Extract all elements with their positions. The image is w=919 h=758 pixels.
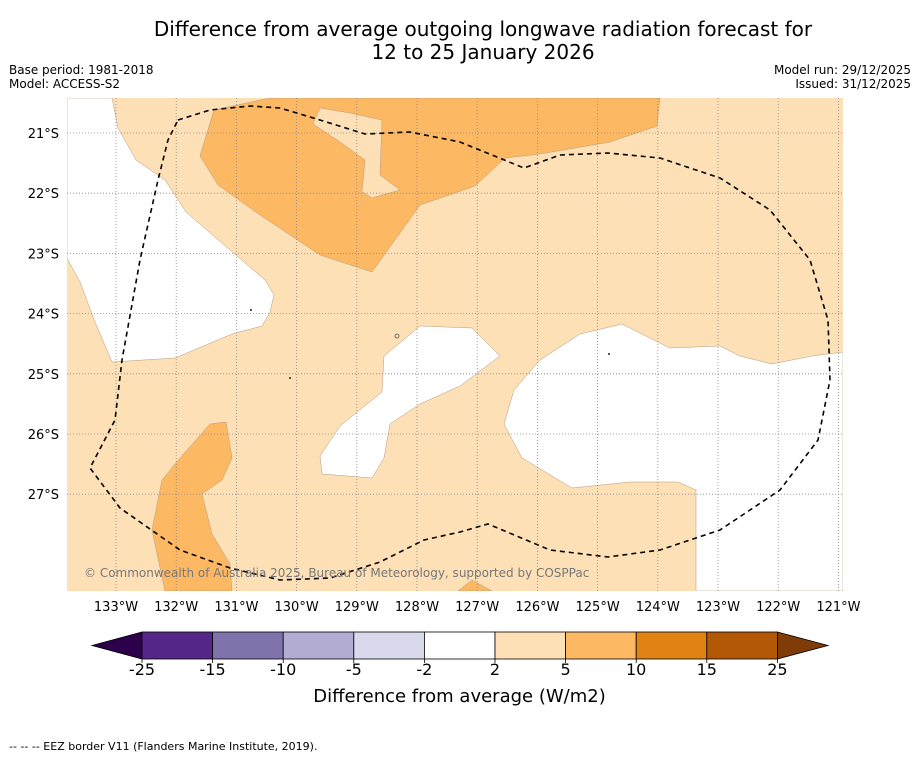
chart-title: Difference from average outgoing longwav… bbox=[0, 18, 919, 64]
colorbar-tick-label: -25 bbox=[128, 660, 156, 679]
isolated-dot bbox=[250, 309, 252, 311]
colorbar-bin bbox=[423, 631, 496, 660]
neutral-region-east bbox=[503, 323, 843, 591]
longitude-label: 130°W bbox=[275, 600, 319, 615]
model-name: Model: ACCESS-S2 bbox=[9, 77, 121, 91]
latitude-label: 27°S bbox=[28, 488, 59, 503]
model-run: Model run: 29/12/2025 bbox=[773, 63, 911, 77]
colorbar bbox=[90, 631, 830, 663]
longitude-label: 123°W bbox=[696, 600, 740, 615]
map-area: © Commonwealth of Australia 2025, Bureau… bbox=[67, 98, 843, 591]
colorbar-bin bbox=[494, 631, 566, 660]
colorbar-tick-label: 25 bbox=[767, 660, 788, 679]
meta-left: Base period: 1981-2018 Model: ACCESS-S2 bbox=[9, 63, 154, 91]
colorbar-tick-label: -2 bbox=[416, 660, 433, 679]
title-line-2: 12 to 25 January 2026 bbox=[371, 40, 595, 64]
latitude-label: 24°S bbox=[28, 308, 59, 323]
eez-border bbox=[89, 105, 831, 581]
base-period: Base period: 1981-2018 bbox=[9, 63, 154, 77]
colorbar-bin bbox=[565, 631, 637, 660]
colorbar-tick-label: 5 bbox=[560, 660, 571, 679]
colorbar-bin bbox=[141, 631, 213, 660]
latitude-label: 23°S bbox=[28, 247, 59, 262]
longitude-label: 126°W bbox=[515, 600, 559, 615]
colorbar-extend-low bbox=[90, 631, 143, 660]
colorbar-tick-label: -10 bbox=[270, 660, 297, 679]
longitude-label: 122°W bbox=[756, 600, 800, 615]
longitude-labels: 133°W 132°W 131°W 130°W 129°W 128°W 127°W 126°W… bbox=[94, 600, 861, 615]
issued-date: Issued: 31/12/2025 bbox=[795, 77, 911, 91]
colorbar-tick-label: -5 bbox=[345, 660, 362, 679]
colorbar-extend-high bbox=[777, 631, 830, 660]
longitude-label: 133°W bbox=[94, 600, 138, 615]
anomaly-region-medium-south bbox=[457, 579, 493, 591]
colorbar-tick-label: 10 bbox=[626, 660, 647, 679]
colorbar-tick-label: 2 bbox=[489, 660, 501, 679]
longitude-label: 129°W bbox=[335, 600, 379, 615]
anomaly-region-medium-southwest bbox=[151, 421, 233, 591]
longitude-label: 128°W bbox=[395, 600, 439, 615]
colorbar-bin bbox=[635, 631, 708, 660]
latitude-label: 26°S bbox=[28, 428, 59, 443]
colorbar-bin bbox=[353, 631, 425, 660]
longitude-label: 121°W bbox=[816, 600, 860, 615]
neutral-region-center bbox=[319, 325, 501, 479]
colorbar-title: Difference from average (W/m2) bbox=[313, 686, 606, 707]
colorbar-bin bbox=[706, 631, 778, 660]
colorbar-bin bbox=[212, 631, 284, 660]
longitude-label: 124°W bbox=[636, 600, 680, 615]
latitude-label: 25°S bbox=[28, 368, 59, 383]
eez-footnote: -- -- -- EEZ border V11 (Flanders Marine… bbox=[9, 740, 318, 753]
title-line-1: Difference from average outgoing longwav… bbox=[153, 17, 813, 41]
isolated-dot bbox=[289, 377, 291, 379]
isolated-dot bbox=[394, 333, 400, 339]
isolated-dot bbox=[608, 353, 610, 355]
longitude-label: 125°W bbox=[576, 600, 620, 615]
latitude-labels: 21°S 22°S 23°S 24°S 25°S 26°S 27°S bbox=[28, 127, 59, 503]
longitude-label: 132°W bbox=[154, 600, 198, 615]
copyright-text: © Commonwealth of Australia 2025, Bureau… bbox=[84, 566, 589, 580]
colorbar-tick-label: 15 bbox=[696, 660, 717, 679]
neutral-region-northwest bbox=[67, 98, 275, 363]
latitude-label: 22°S bbox=[28, 187, 59, 202]
longitude-label: 131°W bbox=[214, 600, 258, 615]
anomaly-region-medium-north bbox=[199, 98, 661, 273]
longitude-label: 127°W bbox=[455, 600, 499, 615]
gridlines bbox=[67, 98, 843, 591]
latitude-label: 21°S bbox=[28, 127, 59, 142]
colorbar-tick-label: -15 bbox=[199, 660, 226, 679]
colorbar-bin bbox=[282, 631, 355, 660]
meta-right: Model run: 29/12/2025 Issued: 31/12/2025 bbox=[774, 63, 911, 91]
